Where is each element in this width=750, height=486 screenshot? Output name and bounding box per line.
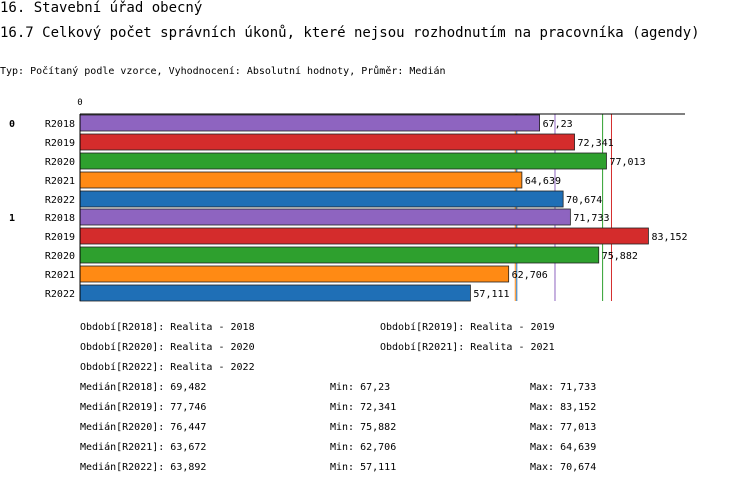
- category-label: R2020: [45, 251, 75, 262]
- category-label: R2019: [45, 232, 75, 243]
- legend-period-r2018: Období[R2018]: Realita - 2018: [80, 322, 255, 333]
- value-label: 77,013: [609, 157, 645, 168]
- max-r2020: Max: 77,013: [530, 422, 597, 433]
- category-label: R2022: [45, 289, 75, 300]
- bar: [79, 190, 564, 208]
- min-r2019: Min: 72,341: [330, 402, 397, 413]
- bar: [79, 284, 471, 302]
- category-label: R2022: [45, 195, 75, 206]
- value-label: 57,111: [473, 289, 509, 300]
- value-label: 71,733: [573, 213, 609, 224]
- legend-period-r2022: Období[R2022]: Realita - 2022: [80, 362, 255, 373]
- category-label: R2018: [45, 213, 75, 224]
- min-r2022: Min: 57,111: [330, 462, 397, 473]
- max-r2019: Max: 83,152: [530, 402, 597, 413]
- value-label: 72,341: [578, 138, 614, 149]
- indicator-title: 16.7 Celkový počet správních úkonů, kter…: [0, 25, 700, 41]
- category-label: R2020: [45, 157, 75, 168]
- max-r2018: Max: 71,733: [530, 382, 597, 393]
- category-label: R2021: [45, 176, 75, 187]
- type-line: Typ: Počítaný podle vzorce, Vyhodnocení:…: [0, 66, 446, 77]
- legend-period-r2019: Období[R2019]: Realita - 2019: [380, 322, 555, 333]
- median-r2021: Medián[R2021]: 63,672: [80, 442, 207, 453]
- min-r2018: Min: 67,23: [330, 382, 391, 393]
- axis-zero-label: 0: [77, 98, 82, 108]
- min-r2020: Min: 75,882: [330, 422, 397, 433]
- min-r2021: Min: 62,706: [330, 442, 397, 453]
- bar: [79, 246, 600, 264]
- value-label: 75,882: [602, 251, 638, 262]
- category-label: R2019: [45, 138, 75, 149]
- bar: [79, 133, 575, 151]
- median-r2020: Medián[R2020]: 76,447: [80, 422, 207, 433]
- median-r2022: Medián[R2022]: 63,892: [80, 462, 207, 473]
- bar: [79, 208, 571, 226]
- value-label: 67,23: [543, 119, 573, 130]
- legend-period-r2021: Období[R2021]: Realita - 2021: [380, 342, 555, 353]
- group-label: 1: [9, 213, 15, 224]
- category-label: R2021: [45, 270, 75, 281]
- bar: [79, 265, 510, 283]
- legend-period-r2020: Období[R2020]: Realita - 2020: [80, 342, 255, 353]
- value-label: 62,706: [512, 270, 548, 281]
- value-label: 83,152: [651, 232, 687, 243]
- median-r2018: Medián[R2018]: 69,482: [80, 382, 207, 393]
- bar-chart: 0 0 R2018 67,23 R2019 72,341 R2020 77,013 R2021 6…: [9, 98, 688, 302]
- max-r2021: Max: 64,639: [530, 442, 597, 453]
- bar: [79, 171, 523, 189]
- bar: [79, 227, 649, 245]
- bar: [79, 152, 607, 170]
- category-label: R2018: [45, 119, 75, 130]
- group-label: 0: [9, 119, 15, 130]
- bar: [79, 114, 540, 132]
- max-r2022: Max: 70,674: [530, 462, 597, 473]
- value-label: 64,639: [525, 176, 561, 187]
- value-label: 70,674: [566, 195, 602, 206]
- median-r2019: Medián[R2019]: 77,746: [80, 402, 207, 413]
- section-title: 16. Stavební úřad obecný: [0, 0, 203, 16]
